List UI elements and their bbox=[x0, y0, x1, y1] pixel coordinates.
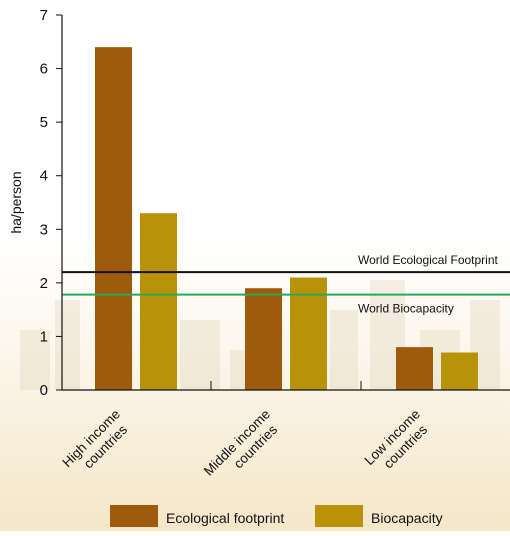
legend-swatch bbox=[315, 505, 363, 527]
skyline-building bbox=[55, 300, 80, 390]
skyline-building bbox=[180, 320, 220, 390]
reference-line-label: World Ecological Footprint bbox=[358, 253, 499, 267]
bar-ecological-footprint bbox=[396, 347, 433, 390]
bar-biocapacity bbox=[441, 352, 478, 390]
y-tick-label: 1 bbox=[40, 328, 48, 345]
bar-ecological-footprint bbox=[95, 47, 132, 391]
y-tick-label: 6 bbox=[40, 61, 48, 78]
legend-swatch bbox=[110, 505, 158, 527]
y-tick-label: 7 bbox=[40, 7, 48, 24]
reference-line-label: World Biocapacity bbox=[358, 302, 454, 316]
y-tick-label: 3 bbox=[40, 221, 48, 238]
y-tick-label: 2 bbox=[40, 275, 48, 292]
bar-ecological-footprint bbox=[245, 288, 282, 390]
y-tick-label: 0 bbox=[40, 382, 48, 399]
bar-biocapacity bbox=[140, 213, 177, 390]
y-axis-title: ha/person bbox=[8, 171, 24, 233]
y-tick-label: 5 bbox=[40, 114, 48, 131]
legend-label: Biocapacity bbox=[371, 510, 443, 526]
y-tick-label: 4 bbox=[40, 168, 48, 185]
legend-label: Ecological footprint bbox=[166, 510, 284, 526]
skyline-building bbox=[330, 310, 358, 390]
skyline-building bbox=[20, 330, 50, 390]
bar-biocapacity bbox=[290, 277, 327, 390]
